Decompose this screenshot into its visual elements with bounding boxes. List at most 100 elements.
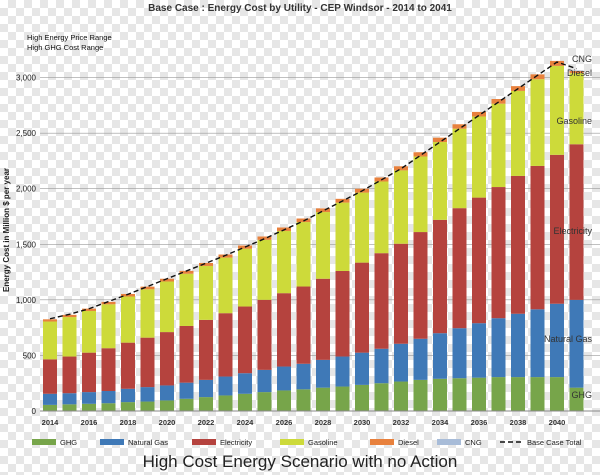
bar-segment-natural-gas [569,299,584,388]
bar-segment-natural-gas [433,333,447,379]
legend-swatch [370,439,394,445]
bar-segment-electricity [160,332,174,386]
bar-segment-diesel [530,74,545,80]
bar-segment-electricity [43,359,57,394]
x-tick-label: 2026 [276,418,293,427]
bar-segment-ghg [43,404,57,411]
x-tick-label: 2022 [198,418,215,427]
bar-segment-natural-gas [511,313,525,378]
bar-segment-ghg [199,397,213,411]
caption: High Cost Energy Scenario with no Action [142,452,458,471]
bar-segment-ghg [511,377,525,411]
bar-segment-electricity [413,232,428,339]
bar-segment-diesel [550,60,564,66]
bar-segment-electricity [394,243,408,344]
bar-segment-electricity [277,293,291,367]
bar-segment-electricity [257,299,272,370]
bar-segment-diesel [433,137,447,143]
bar-segment-diesel [121,293,135,297]
series-label: Natural Gas [544,334,593,344]
bar-segment-natural-gas [121,388,135,403]
bar-segment-ghg [218,395,233,411]
legend-label: Natural Gas [128,438,168,447]
x-tick-label: 2038 [510,418,527,427]
bar-segment-gasoline [394,170,408,244]
x-tick-label: 2014 [42,418,60,427]
legend-label: Diesel [398,438,419,447]
bar-segment-diesel [160,278,174,282]
bar-segment-diesel [257,236,272,240]
y-tick-label: 1,000 [16,296,37,305]
bar-segment-gasoline [199,265,213,320]
bar-segment-ghg [316,387,330,411]
x-tick-label: 2040 [549,418,566,427]
bar-segment-diesel [316,208,330,213]
bar-segment-gasoline [433,142,447,220]
y-axis-label: Energy Cost in Million $ per year [2,168,11,292]
bar-segment-natural-gas [238,373,252,394]
legend-label: Base Case Total [527,438,582,447]
bar-segment-electricity [374,253,389,349]
bar-segment-ghg [238,393,252,411]
bar-segment-natural-gas [62,393,77,405]
bar-segment-natural-gas [199,379,213,398]
bar-segment-diesel [101,301,116,305]
legend-label: Electricity [220,438,252,447]
bar-segment-electricity [179,325,194,383]
bars [43,60,584,411]
bar-segment-ghg [472,377,486,411]
bar-segment-electricity [238,306,252,374]
y-tick-label: 2,500 [16,129,37,138]
bar-segment-diesel [452,124,467,129]
x-tick-label: 2030 [354,418,371,427]
bar-segment-electricity [62,356,77,394]
legend-swatch [100,439,124,445]
series-label: CNG [572,54,592,64]
bar-segment-diesel [569,70,584,74]
bar-segment-diesel [394,166,408,171]
bar-segment-natural-gas [550,303,564,378]
bar-segment-natural-gas [374,348,389,384]
bar-segment-electricity [433,219,447,334]
x-tick-label: 2036 [471,418,488,427]
series-label: Gasoline [556,116,592,126]
bar-segment-electricity [472,197,486,324]
bar-segment-ghg [296,389,311,411]
bar-segment-ghg [82,403,96,411]
bar-segment-natural-gas [160,385,174,401]
bar-segment-natural-gas [355,352,369,385]
bar-segment-ghg [374,383,389,411]
bar-segment-electricity [491,187,506,319]
bar-segment-ghg [62,404,77,411]
bar-segment-electricity [82,352,96,393]
bar-segment-ghg [433,378,447,411]
bar-segment-natural-gas [218,376,233,396]
base-case-total-polyline [49,61,577,320]
bar-segment-electricity [101,348,116,391]
series-label: Diesel [567,68,592,78]
bar-segment-gasoline [491,103,506,188]
x-axis-ticks: 2014 2016 2018 2020 2022 2024 2026 2028 2030 2032… [42,418,566,427]
bar-segment-gasoline [569,73,584,145]
bar-segment-gasoline [277,230,291,294]
x-tick-label: 2024 [237,418,255,427]
bar-segment-natural-gas [140,387,155,402]
x-tick-label: 2018 [120,418,137,427]
legend-label: Gasoline [308,438,338,447]
bar-segment-electricity [121,342,135,389]
bar-segment-gasoline [179,273,194,326]
legend-label: CNG [465,438,482,447]
bar-segment-gasoline [160,281,174,333]
bar-segment-natural-gas [413,338,428,380]
bar-segment-natural-gas [472,323,486,378]
bar-segment-gasoline [335,202,350,271]
bar-segment-electricity [218,313,233,377]
bar-segment-gasoline [121,296,135,343]
subtitle-line-1: High Energy Price Range [27,33,112,42]
bar-segment-natural-gas [491,318,506,378]
x-tick-label: 2032 [393,418,410,427]
bar-segment-natural-gas [257,369,272,393]
bar-segment-ghg [140,401,155,411]
bar-segment-electricity [199,319,213,380]
